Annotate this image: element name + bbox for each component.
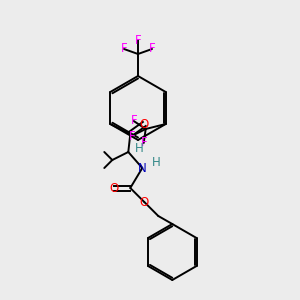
Text: O: O: [140, 196, 149, 208]
Text: F: F: [140, 136, 147, 149]
Text: F: F: [149, 43, 155, 56]
Text: F: F: [135, 34, 141, 46]
Text: H: H: [135, 142, 144, 154]
Text: O: O: [110, 182, 119, 194]
Text: F: F: [128, 130, 135, 142]
Text: H: H: [152, 155, 161, 169]
Text: O: O: [140, 118, 149, 130]
Text: F: F: [130, 115, 137, 128]
Text: F: F: [121, 43, 127, 56]
Text: N: N: [138, 161, 147, 175]
